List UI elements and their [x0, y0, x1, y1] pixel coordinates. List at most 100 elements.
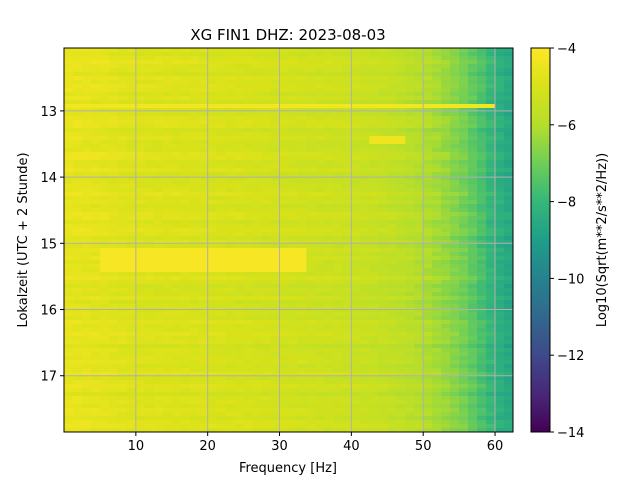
heatmap-cell [180, 192, 191, 197]
heatmap-cell [504, 208, 513, 213]
heatmap-cell [432, 124, 442, 129]
heatmap-cell [288, 76, 299, 81]
heatmap-cell [342, 376, 352, 381]
heatmap-cell [207, 268, 218, 273]
heatmap-cell [369, 360, 379, 365]
heatmap-cell [279, 420, 290, 425]
heatmap-cell [252, 196, 263, 201]
heatmap-cell [126, 140, 137, 145]
heatmap-cell [117, 252, 128, 257]
heatmap-cell [324, 420, 334, 425]
heatmap-cell [180, 404, 191, 409]
heatmap-cell [153, 172, 164, 177]
heatmap-cell [414, 192, 424, 197]
heatmap-cell [225, 140, 236, 145]
heatmap-cell [495, 188, 505, 193]
heatmap-cell [504, 84, 513, 89]
heatmap-cell [288, 380, 299, 385]
heatmap-cell [297, 284, 308, 289]
heatmap-cell [108, 132, 119, 137]
heatmap-cell [108, 268, 119, 273]
heatmap-cell [261, 392, 272, 397]
heatmap-cell [441, 376, 451, 381]
heatmap-cell [144, 144, 155, 149]
heatmap-cell [405, 216, 415, 221]
heatmap-cell [216, 416, 227, 421]
heatmap-cell [324, 232, 334, 237]
heatmap-cell [81, 304, 92, 309]
heatmap-cell [225, 316, 236, 321]
heatmap-cell [315, 180, 326, 185]
heatmap-cell [270, 116, 281, 121]
heatmap-cell [495, 252, 505, 257]
heatmap-cell [171, 256, 182, 261]
heatmap-cell [99, 68, 110, 73]
heatmap-cell [171, 136, 182, 141]
heatmap-cell [477, 332, 487, 337]
heatmap-cell [504, 156, 513, 161]
heatmap-cell [450, 232, 460, 237]
heatmap-cell [135, 296, 146, 301]
heatmap-cell [468, 144, 478, 149]
heatmap-cell [351, 352, 361, 357]
heatmap-cell [297, 76, 308, 81]
heatmap-cell [387, 424, 397, 429]
heatmap-cell [189, 372, 200, 377]
heatmap-cell [225, 192, 236, 197]
heatmap-cell [333, 100, 343, 105]
heatmap-cell [504, 332, 513, 337]
heatmap-cell [72, 356, 83, 361]
heatmap-cell [198, 80, 209, 85]
heatmap-cell [279, 340, 290, 345]
heatmap-cell [162, 292, 173, 297]
heatmap-cell [243, 232, 254, 237]
heatmap-cell [369, 136, 379, 141]
heatmap-cell [189, 52, 200, 57]
heatmap-cell [459, 164, 469, 169]
heatmap-cell [405, 196, 415, 201]
heatmap-cell [234, 216, 245, 221]
heatmap-cell [414, 184, 424, 189]
heatmap-cell [432, 116, 442, 121]
heatmap-cell [261, 200, 272, 205]
heatmap-cell [81, 184, 92, 189]
heatmap-cell [432, 344, 442, 349]
heatmap-cell [306, 368, 317, 373]
heatmap-cell [396, 364, 406, 369]
heatmap-cell [198, 200, 209, 205]
heatmap-cell [252, 420, 263, 425]
heatmap-cell [405, 88, 415, 93]
heatmap-cell [189, 60, 200, 65]
heatmap-cell [405, 380, 415, 385]
heatmap-cell [64, 208, 74, 213]
heatmap-cell [450, 324, 460, 329]
heatmap-cell [378, 68, 388, 73]
heatmap-cell [432, 264, 442, 269]
heatmap-cell [459, 428, 469, 432]
heatmap-cell [468, 264, 478, 269]
heatmap-cell [207, 324, 218, 329]
heatmap-cell [72, 300, 83, 305]
heatmap-cell [189, 284, 200, 289]
heatmap-cell [72, 360, 83, 365]
heatmap-cell [504, 60, 513, 65]
heatmap-cell [216, 92, 227, 97]
heatmap-cell [333, 408, 343, 413]
heatmap-cell [144, 264, 155, 269]
heatmap-cell [279, 64, 290, 69]
heatmap-cell [90, 148, 101, 153]
heatmap-cell [261, 376, 272, 381]
heatmap-cell [360, 152, 370, 157]
heatmap-cell [504, 76, 513, 81]
heatmap-cell [450, 288, 460, 293]
heatmap-cell [414, 96, 424, 101]
heatmap-cell [396, 232, 406, 237]
heatmap-cell [342, 364, 352, 369]
heatmap-cell [297, 112, 308, 117]
heatmap-cell [72, 80, 83, 85]
heatmap-cell [279, 116, 290, 121]
heatmap-cell [414, 300, 424, 305]
heatmap-cell [198, 84, 209, 89]
heatmap-cell [171, 88, 182, 93]
heatmap-cell [117, 196, 128, 201]
